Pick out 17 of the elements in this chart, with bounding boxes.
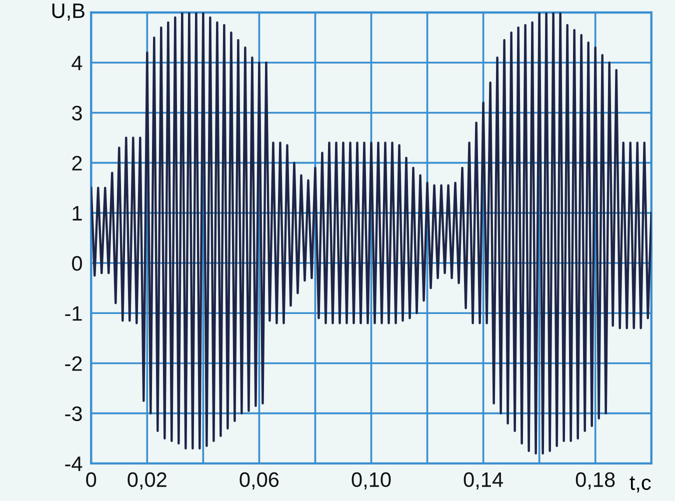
y-axis-title: U,B xyxy=(52,4,84,21)
x-tick-label: 0 xyxy=(86,472,96,488)
y-tick-label: 3 xyxy=(72,106,82,120)
y-tick-label: 2 xyxy=(72,156,82,170)
x-tick-label: 0,10 xyxy=(352,472,391,490)
y-tick-label: 1 xyxy=(72,206,82,220)
y-tick-label: -1 xyxy=(65,306,82,321)
y-tick-label: 4 xyxy=(72,56,82,70)
x-tick-label: 0,14 xyxy=(464,472,503,490)
x-axis-title: t,c xyxy=(630,476,651,492)
y-tick-label: 0 xyxy=(72,256,82,271)
y-tick-label: -4 xyxy=(65,456,82,471)
x-tick-label: 0,06 xyxy=(240,472,279,490)
x-tick-label: 0,02 xyxy=(128,472,166,490)
y-tick-label: -2 xyxy=(65,356,82,371)
y-tick-label: -3 xyxy=(65,406,82,422)
x-tick-label: 0,18 xyxy=(576,472,615,490)
